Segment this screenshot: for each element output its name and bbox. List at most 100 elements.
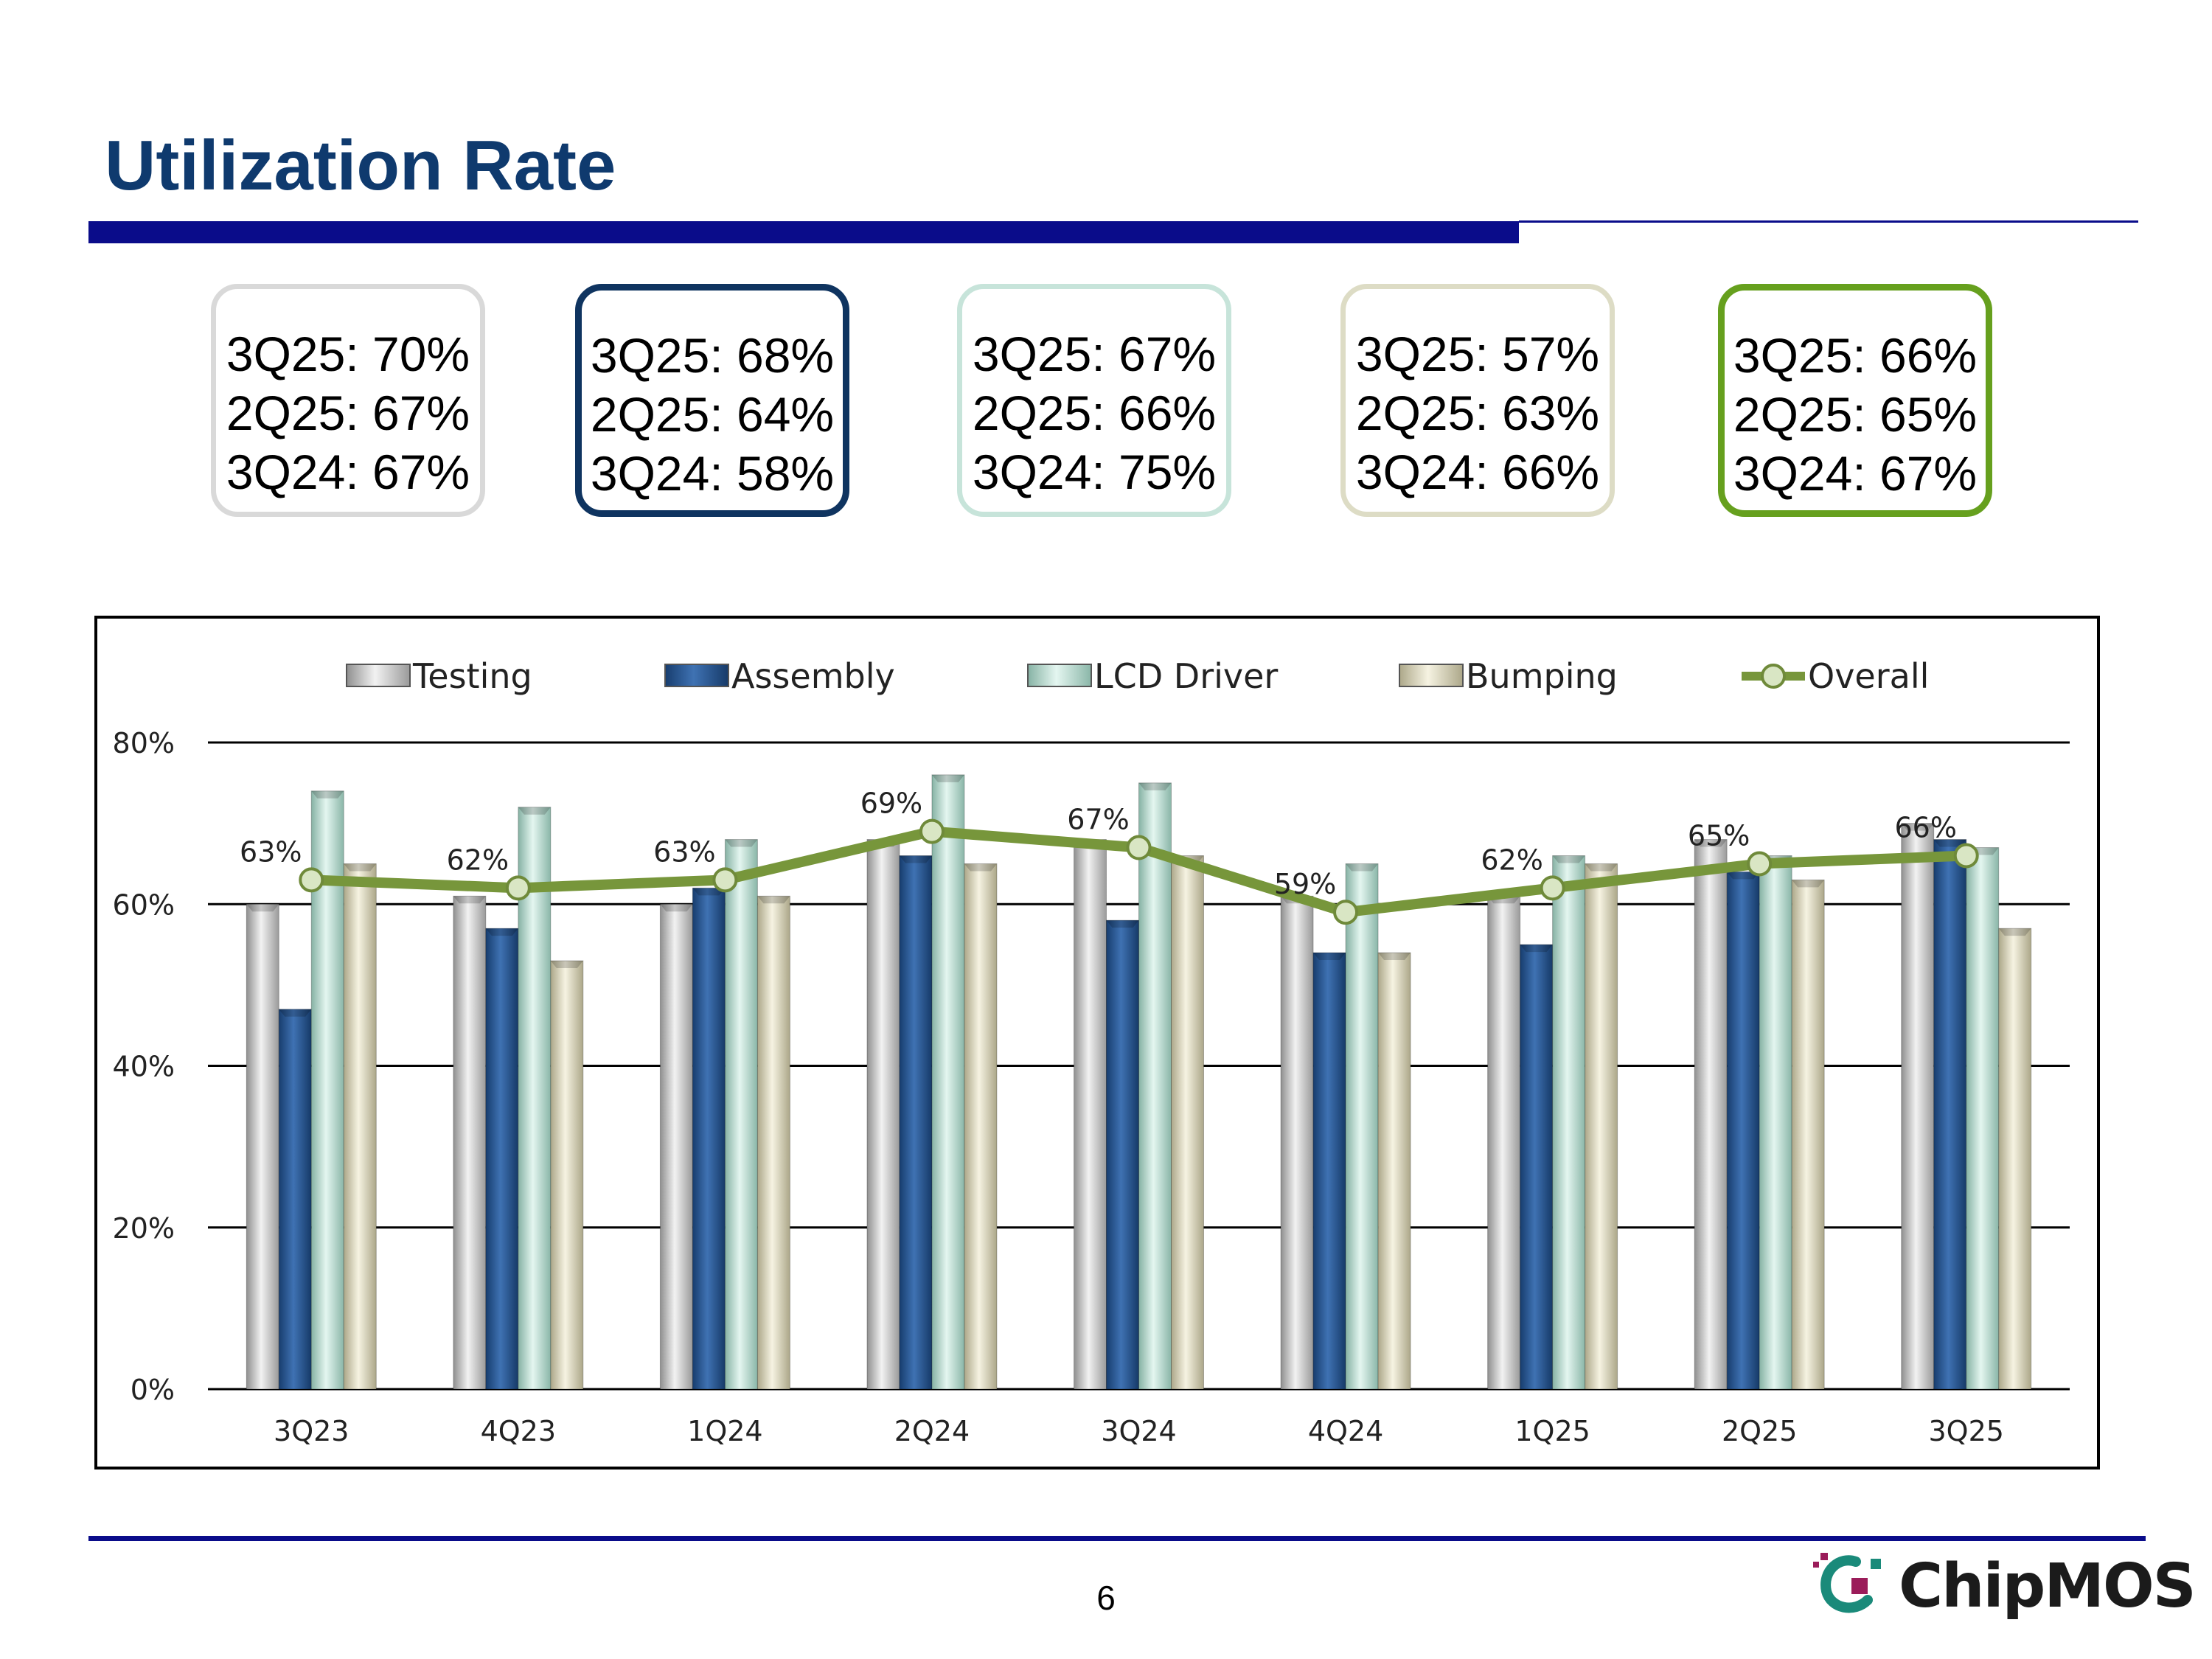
bar-lcd-driver-cap (1138, 782, 1172, 790)
overall-data-label: 62% (1481, 844, 1543, 876)
bar-bumping-cap (1378, 953, 1411, 961)
stat-line-current: 3Q25: 66% (1733, 328, 1978, 383)
bar-assembly-cap (485, 928, 518, 936)
legend-swatch (1027, 664, 1092, 687)
bar-testing (1280, 895, 1314, 1390)
overall-point (299, 867, 324, 893)
bar-lcd-driver (1138, 782, 1172, 1390)
bar-assembly (485, 928, 519, 1390)
overall-data-label: 67% (1067, 804, 1129, 836)
bar-bumping (1377, 952, 1411, 1390)
title-underline-thick (88, 221, 1519, 243)
bar-bumping (1171, 855, 1204, 1390)
stat-line-current: 3Q25: 67% (972, 327, 1217, 381)
title-underline-thin (1519, 220, 2138, 223)
x-tick-label: 4Q24 (1308, 1415, 1383, 1447)
stat-line-previous-quarter: 2Q25: 66% (972, 386, 1217, 440)
chipmos-logo-icon (1813, 1553, 1881, 1613)
overall-point (505, 875, 531, 901)
bar-lcd-driver-cap (1346, 863, 1379, 872)
bar-assembly (1312, 952, 1346, 1390)
page-number: 6 (1096, 1579, 1116, 1617)
bar-lcd-driver-cap (725, 839, 758, 847)
bar-assembly (1726, 871, 1760, 1390)
bar-bumping-cap (1792, 880, 1825, 888)
bar-lcd-driver (310, 790, 344, 1390)
bar-assembly-cap (1313, 953, 1346, 961)
bar-bumping (757, 895, 790, 1390)
stat-line-previous-quarter: 2Q25: 67% (226, 386, 470, 440)
bar-testing (866, 839, 900, 1390)
page-title: Utilization Rate (105, 126, 616, 205)
legend-swatch (1399, 664, 1464, 687)
stat-line-current: 3Q25: 57% (1355, 327, 1600, 381)
bar-bumping (343, 863, 377, 1390)
bar-lcd-driver (1759, 855, 1792, 1390)
x-tick-label: 2Q25 (1722, 1415, 1797, 1447)
stat-line-previous-year: 3Q24: 75% (972, 445, 1217, 499)
y-tick-label: 40% (113, 1051, 175, 1083)
bar-bumping-cap (1585, 863, 1618, 872)
overall-point (1540, 875, 1565, 901)
y-tick-label: 20% (113, 1212, 175, 1245)
overall-point (1126, 835, 1152, 860)
bar-testing (246, 903, 279, 1390)
bar-testing-cap (1901, 823, 1934, 831)
overall-point (1747, 851, 1773, 877)
stat-box-bumping: 3Q25: 57% 2Q25: 63% 3Q24: 66% (1340, 284, 1615, 517)
bar-bumping (550, 960, 584, 1390)
overall-data-label: 66% (1894, 811, 1956, 844)
legend-label: Overall (1808, 656, 1929, 696)
bar-bumping (1998, 928, 2032, 1390)
utilization-chart: 0% 20% 40% 60% 80% 3Q23 4Q23 1Q24 2Q24 3Q24 4Q24 1Q… (113, 656, 2070, 1447)
bar-testing (659, 903, 693, 1390)
overall-data-label: 65% (1688, 819, 1750, 852)
legend-label: Assembly (731, 656, 895, 696)
x-tick-label: 3Q23 (274, 1415, 349, 1447)
x-tick-label: 3Q24 (1101, 1415, 1176, 1447)
bar-assembly-cap (1933, 839, 1966, 847)
bar-lcd-driver (518, 807, 552, 1390)
bar-assembly (692, 887, 726, 1390)
bar-assembly-cap (1727, 872, 1760, 880)
stat-box-overall: 3Q25: 66% 2Q25: 65% 3Q24: 67% (1718, 284, 1992, 517)
chart-frame: 0% 20% 40% 60% 80% 3Q23 4Q23 1Q24 2Q24 3Q24 4Q24 1Q… (94, 616, 2100, 1470)
x-tick-label: 3Q25 (1928, 1415, 2003, 1447)
y-tick-label: 0% (131, 1374, 175, 1406)
bar-testing-cap (453, 896, 486, 904)
overall-point (1953, 843, 1979, 869)
overall-data-label: 63% (653, 835, 715, 868)
bar-bumping (1791, 879, 1825, 1390)
stat-line-previous-quarter: 2Q25: 63% (1355, 386, 1600, 440)
x-tick-label: 4Q23 (481, 1415, 556, 1447)
bar-lcd-driver (724, 839, 758, 1390)
y-tick-label: 60% (113, 888, 175, 921)
overall-point (919, 818, 945, 844)
stat-box-assembly: 3Q25: 68% 2Q25: 64% 3Q24: 58% (575, 284, 849, 517)
bar-bumping (1585, 863, 1618, 1390)
bar-assembly-cap (1520, 945, 1553, 953)
x-tick-label: 2Q24 (894, 1415, 970, 1447)
stat-line-previous-year: 3Q24: 67% (226, 445, 470, 499)
bar-lcd-driver (931, 774, 965, 1390)
legend-marker (1761, 664, 1786, 689)
bar-assembly-cap (899, 855, 932, 863)
bar-assembly-cap (692, 888, 726, 896)
bar-bumping-cap (1998, 928, 2031, 936)
stat-line-previous-year: 3Q24: 67% (1733, 446, 1978, 501)
stat-line-current: 3Q25: 68% (590, 328, 835, 383)
bar-assembly-cap (279, 1009, 312, 1017)
overall-data-label: 69% (860, 787, 922, 820)
bar-lcd-driver-cap (518, 807, 551, 815)
overall-data-label: 63% (240, 835, 302, 868)
bar-testing-cap (660, 904, 693, 912)
bar-lcd-driver-cap (311, 790, 344, 799)
stat-line-previous-quarter: 2Q25: 64% (590, 387, 835, 442)
legend-label: LCD Driver (1094, 656, 1278, 696)
stat-line-previous-year: 3Q24: 66% (1355, 445, 1600, 499)
bar-bumping (964, 863, 998, 1390)
bar-assembly-cap (1106, 920, 1139, 928)
y-tick-label: 80% (113, 727, 175, 759)
bar-bumping-cap (757, 896, 790, 904)
overall-point (1333, 900, 1359, 925)
